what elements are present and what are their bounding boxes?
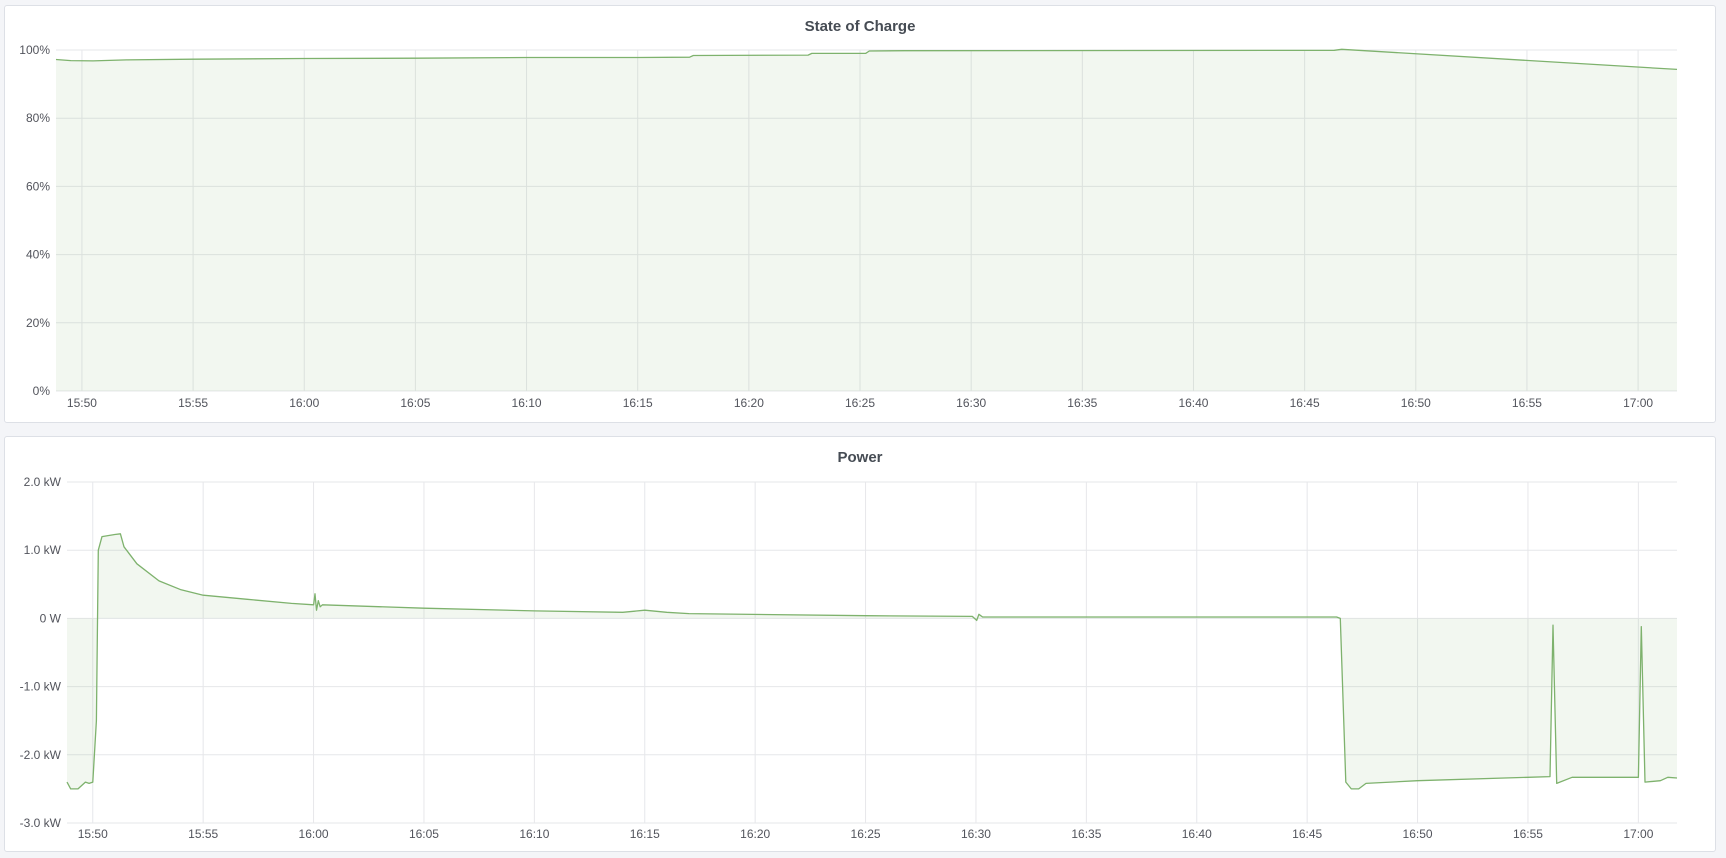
x-tick-label: 16:10 (519, 827, 549, 841)
x-tick-label: 16:10 (512, 396, 542, 410)
x-tick-label: 15:55 (188, 827, 218, 841)
y-tick-label: 0 W (40, 611, 62, 625)
panel-power: Power -3.0 kW -2.0 kW -1.0 kW 0 W 1.0 kW 2.0 … (4, 436, 1716, 852)
x-tick-label: 16:50 (1401, 396, 1431, 410)
x-tick-label: 16:25 (845, 396, 875, 410)
x-tick-label: 16:40 (1182, 827, 1212, 841)
y-tick-label: 2.0 kW (24, 475, 62, 489)
x-tick-label: 17:00 (1623, 827, 1653, 841)
series-line (55, 48, 1678, 71)
x-tick-label: 16:25 (851, 827, 881, 841)
x-tick-label: 16:55 (1512, 396, 1542, 410)
series-area-fill (67, 533, 1677, 789)
x-tick-label: 16:30 (961, 827, 991, 841)
x-tick-label: 16:55 (1513, 827, 1543, 841)
y-tick-label: 0% (33, 384, 51, 398)
x-tick-label: 16:00 (289, 396, 319, 410)
y-tick-label: -2.0 kW (20, 748, 62, 762)
x-tick-label: 16:05 (409, 827, 439, 841)
series-line (66, 533, 1678, 790)
x-tick-label: 16:40 (1178, 396, 1208, 410)
x-tick-label: 15:55 (178, 396, 208, 410)
x-tick-label: 15:50 (78, 827, 108, 841)
chart-power: -3.0 kW -2.0 kW -1.0 kW 0 W 1.0 kW 2.0 kW 15:5… (20, 475, 1678, 841)
x-tick-label: 16:20 (740, 827, 770, 841)
y-tick-label: -3.0 kW (20, 816, 62, 830)
x-tick-label: 16:30 (956, 396, 986, 410)
x-tick-label: 16:00 (299, 827, 329, 841)
y-tick-label: 40% (26, 248, 50, 262)
x-tick-label: 16:45 (1292, 827, 1322, 841)
chart-state-of-charge: 0% 20% 40% 60% 80% 100% 15:50 15:55 16:00 16:05 16… (19, 43, 1678, 410)
x-tick-label: 16:05 (400, 396, 430, 410)
panel-state-of-charge: State of Charge 0% 20% 40% 60% 80% 100% 15:50 1… (4, 5, 1716, 423)
x-tick-label: 16:15 (630, 827, 660, 841)
y-tick-label: 1.0 kW (24, 543, 62, 557)
y-tick-label: 60% (26, 179, 50, 193)
x-tick-label: 16:45 (1290, 396, 1320, 410)
x-tick-label: 15:50 (67, 396, 97, 410)
y-tick-label: -1.0 kW (20, 680, 62, 694)
panel-title: Power (837, 449, 883, 466)
panel-title: State of Charge (804, 18, 916, 35)
x-tick-label: 16:50 (1403, 827, 1433, 841)
x-tick-label: 16:35 (1067, 396, 1097, 410)
y-tick-label: 80% (26, 111, 50, 125)
x-tick-label: 16:20 (734, 396, 764, 410)
y-tick-label: 20% (26, 316, 50, 330)
x-tick-label: 16:35 (1071, 827, 1101, 841)
y-tick-label: 100% (19, 43, 50, 57)
x-tick-label: 17:00 (1623, 396, 1653, 410)
series-area-fill (56, 49, 1677, 392)
x-tick-label: 16:15 (623, 396, 653, 410)
